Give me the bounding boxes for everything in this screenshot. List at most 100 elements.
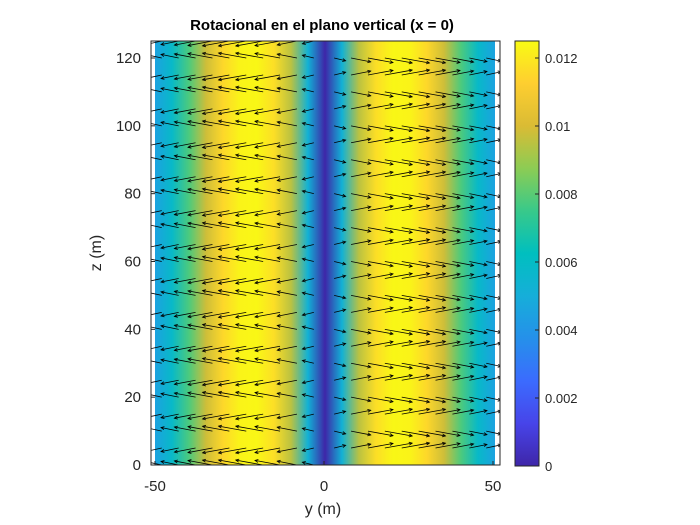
quiver-arrow bbox=[469, 41, 472, 42]
quiver-arrow bbox=[217, 278, 247, 285]
quiver-arrow bbox=[401, 125, 431, 133]
x-tick-label: 50 bbox=[485, 478, 502, 495]
quiver-arrow bbox=[254, 459, 281, 465]
quiver-arrow bbox=[435, 464, 438, 465]
quiver-arrow bbox=[350, 205, 372, 212]
quiver-arrow bbox=[234, 447, 264, 455]
quiver-arrow bbox=[151, 123, 162, 127]
quiver-arrow bbox=[418, 136, 447, 144]
quiver-arrow bbox=[435, 238, 461, 245]
quiver-arrow bbox=[173, 311, 196, 318]
quiver-arrow bbox=[201, 221, 230, 228]
colorbar-tick-label: 0.006 bbox=[545, 255, 578, 270]
quiver-arrow bbox=[301, 359, 314, 364]
quiver-arrow bbox=[435, 261, 461, 268]
quiver-arrow bbox=[452, 171, 475, 178]
quiver-arrow bbox=[486, 274, 500, 279]
quiver-arrow bbox=[151, 224, 162, 228]
quiver-arrow bbox=[334, 104, 347, 110]
quiver-arrow bbox=[201, 255, 230, 262]
quiver-arrow bbox=[350, 341, 372, 347]
quiver-arrow bbox=[201, 142, 230, 149]
quiver-arrow bbox=[160, 210, 179, 216]
quiver-arrow bbox=[187, 244, 213, 251]
quiver-arrow bbox=[384, 159, 414, 166]
quiver-arrow bbox=[173, 188, 196, 195]
quiver-arrow bbox=[173, 108, 196, 115]
quiver-arrow bbox=[367, 295, 394, 302]
quiver-arrow bbox=[151, 55, 162, 59]
quiver-arrow bbox=[160, 379, 179, 386]
quiver-arrow bbox=[301, 393, 314, 398]
quiver-arrow bbox=[160, 345, 179, 352]
quiver-arrow bbox=[469, 125, 488, 131]
quiver-arrow bbox=[151, 108, 162, 112]
y-tick-label: 80 bbox=[124, 186, 141, 203]
quiver-arrow bbox=[151, 413, 162, 417]
quiver-arrow bbox=[187, 74, 213, 81]
quiver-arrow bbox=[452, 464, 455, 465]
quiver-arrow bbox=[384, 136, 414, 144]
quiver-arrow bbox=[276, 413, 298, 420]
colorbar-frame bbox=[514, 40, 540, 467]
quiver-arrow bbox=[452, 261, 475, 267]
quiver-arrow bbox=[469, 104, 488, 110]
quiver-arrow bbox=[187, 345, 213, 353]
quiver-arrow bbox=[435, 170, 461, 178]
quiver-arrow bbox=[301, 325, 314, 330]
quiver-arrow bbox=[452, 69, 475, 76]
quiver-arrow bbox=[276, 154, 298, 161]
quiver-arrow bbox=[486, 172, 500, 178]
quiver-arrow bbox=[418, 295, 447, 302]
quiver-arrow bbox=[160, 324, 179, 330]
x-axis: -50 0 50 bbox=[144, 461, 501, 495]
quiver-arrow bbox=[187, 86, 213, 93]
quiver-arrow bbox=[367, 272, 394, 279]
colorbar-tick-label: 0.002 bbox=[545, 391, 578, 406]
quiver-arrow bbox=[254, 41, 281, 47]
quiver-arrow bbox=[351, 464, 354, 465]
quiver-arrow bbox=[452, 57, 475, 64]
quiver-arrow bbox=[160, 460, 179, 465]
quiver-arrow bbox=[301, 311, 314, 317]
quiver-arrow bbox=[201, 244, 230, 251]
quiver-arrow bbox=[201, 176, 230, 183]
quiver-arrow bbox=[435, 340, 461, 347]
quiver-arrow bbox=[160, 426, 179, 432]
quiver-arrow bbox=[151, 210, 162, 214]
quiver-arrow bbox=[367, 340, 394, 347]
quiver-arrow bbox=[418, 362, 447, 370]
quiver-arrow bbox=[201, 447, 230, 455]
quiver-arrow bbox=[254, 323, 281, 330]
quiver-arrow bbox=[160, 222, 179, 228]
quiver-arrow bbox=[435, 57, 461, 64]
quiver-arrow bbox=[418, 193, 447, 200]
y-axis: 0 20 40 60 80 100 120 bbox=[116, 50, 155, 474]
quiver-arrow bbox=[486, 464, 489, 465]
quiver-arrow bbox=[254, 357, 281, 364]
quiver-arrow bbox=[334, 376, 347, 381]
quiver-arrow bbox=[384, 340, 414, 347]
quiver-arrow bbox=[334, 464, 336, 465]
quiver-arrow bbox=[160, 74, 179, 80]
quiver-arrow bbox=[151, 244, 162, 248]
quiver-arrow bbox=[384, 328, 414, 336]
quiver-arrow bbox=[486, 125, 500, 131]
quiver-arrow bbox=[452, 430, 475, 437]
quiver-arrow bbox=[418, 238, 447, 245]
quiver-arrow bbox=[276, 425, 298, 432]
quiver-arrow bbox=[384, 57, 414, 65]
quiver-arrow bbox=[173, 222, 196, 228]
quiver-arrow bbox=[486, 70, 500, 76]
quiver-arrow bbox=[401, 136, 431, 144]
quiver-arrow bbox=[234, 413, 264, 421]
quiver-arrow bbox=[151, 326, 162, 330]
quiver-arrow bbox=[435, 374, 461, 381]
quiver-arrow bbox=[151, 360, 162, 364]
quiver-arrow bbox=[486, 193, 500, 199]
quiver-arrow bbox=[187, 187, 213, 195]
quiver-arrow bbox=[334, 240, 347, 245]
quiver-arrow bbox=[401, 57, 431, 65]
quiver-arrow bbox=[367, 41, 371, 42]
quiver-arrow bbox=[350, 430, 372, 437]
